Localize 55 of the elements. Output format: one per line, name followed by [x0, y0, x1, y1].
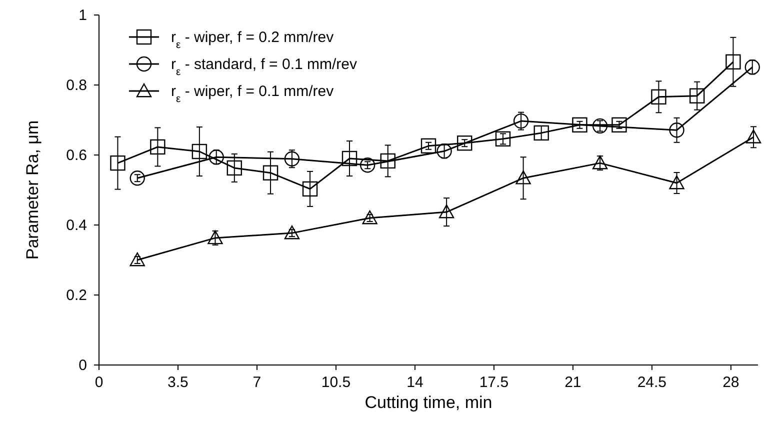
y-axis-title: Parameter Ra, μm	[23, 120, 42, 260]
point	[592, 155, 608, 170]
point	[302, 181, 318, 197]
legend-label: r$_{ε}$ - standard, f = 0.1 mm/rev	[171, 56, 358, 78]
legend-label: r$_{ε}$ - wiper, f = 0.1 mm/rev	[171, 83, 334, 105]
point	[612, 117, 627, 132]
point	[342, 150, 358, 166]
point	[262, 165, 278, 180]
point	[651, 89, 666, 104]
point	[362, 210, 378, 224]
point	[669, 122, 684, 138]
y-tick-label: 1	[78, 7, 87, 24]
point	[592, 118, 608, 134]
point	[130, 252, 145, 266]
point	[420, 138, 436, 154]
point	[208, 150, 224, 165]
point	[457, 136, 472, 151]
point	[516, 170, 531, 184]
x-tick-label: 21	[564, 374, 582, 391]
point	[534, 125, 549, 141]
y-tick-label: 0.6	[66, 147, 87, 164]
point	[495, 131, 511, 146]
legend-label: r$_{ε}$ - wiper, f = 0.2 mm/rev	[171, 29, 334, 51]
y-tick-label: 0.8	[66, 77, 87, 94]
y-tick-label: 0.4	[66, 217, 87, 234]
point	[284, 225, 300, 240]
x-tick-label: 7	[252, 374, 262, 391]
x-tick-label: 0	[94, 374, 104, 391]
point	[110, 155, 126, 171]
point	[192, 144, 208, 160]
x-axis-title: Cutting time, min	[364, 393, 492, 412]
point	[513, 113, 529, 129]
point	[689, 88, 705, 104]
point	[744, 60, 760, 75]
point	[438, 204, 454, 218]
point	[726, 54, 741, 70]
point	[360, 158, 376, 173]
point	[572, 117, 588, 132]
point	[226, 160, 242, 176]
point	[380, 153, 396, 169]
point	[669, 175, 684, 190]
x-tick-label: 28	[722, 374, 740, 391]
point	[150, 139, 166, 155]
point	[208, 230, 223, 244]
point	[746, 130, 762, 144]
x-tick-label: 17.5	[479, 374, 509, 391]
y-tick-label: 0	[78, 357, 87, 374]
point	[284, 151, 300, 166]
point	[130, 170, 145, 186]
point	[436, 144, 452, 159]
x-tick-label: 14	[406, 374, 424, 391]
x-tick-label: 24.5	[637, 374, 667, 391]
x-tick-label: 10.5	[321, 374, 351, 391]
x-tick-label: 3.5	[168, 374, 188, 391]
y-tick-label: 0.2	[66, 287, 87, 304]
